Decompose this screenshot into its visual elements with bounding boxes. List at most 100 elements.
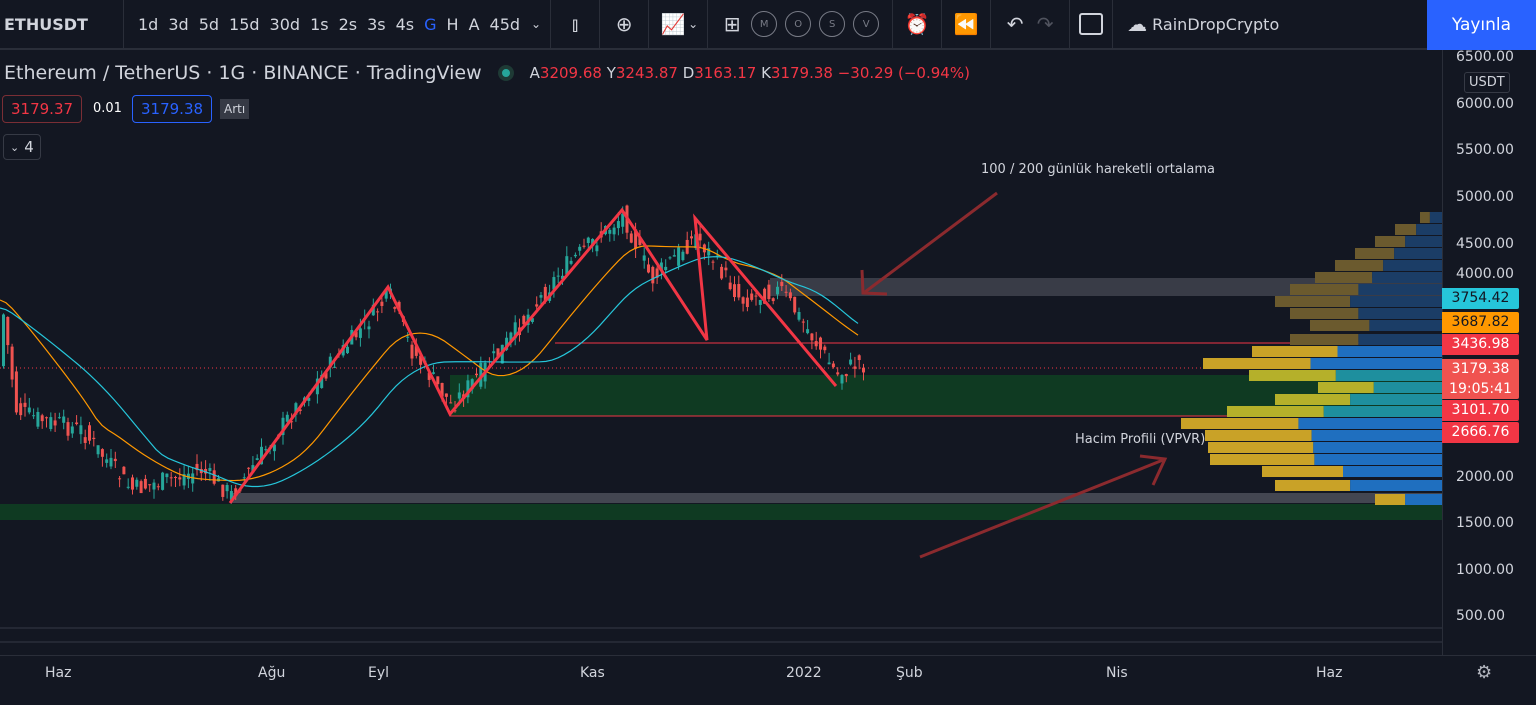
candle-body bbox=[543, 286, 547, 301]
candle-body bbox=[509, 332, 513, 343]
candle-body bbox=[182, 474, 186, 486]
candle-body bbox=[647, 264, 650, 273]
buy-price-button[interactable]: 3179.38 bbox=[132, 95, 213, 123]
candle-body bbox=[298, 409, 302, 411]
interval-H[interactable]: H bbox=[446, 14, 459, 34]
ohlc-values: A3209.68 Y3243.87 D3163.17 K3179.38 −30.… bbox=[529, 64, 970, 82]
candle-body bbox=[750, 293, 754, 300]
vpvr-bar-up bbox=[1420, 212, 1430, 223]
interval-1s[interactable]: 1s bbox=[310, 14, 329, 34]
candle-body bbox=[19, 403, 23, 416]
grid-layout-icon[interactable]: ⊞ bbox=[723, 12, 741, 36]
interval-2s[interactable]: 2s bbox=[338, 14, 358, 34]
price-chart[interactable] bbox=[0, 52, 1442, 655]
candle-body bbox=[745, 297, 749, 308]
compare-button[interactable]: ⊕ bbox=[600, 0, 650, 48]
indicators-button[interactable]: 📈 ⌄ bbox=[649, 0, 709, 48]
candle-body bbox=[578, 246, 582, 251]
candle-body bbox=[208, 468, 212, 472]
price-label: 4500.00 bbox=[1456, 236, 1514, 252]
vpvr-annotation: Hacim Profili (VPVR) bbox=[1075, 432, 1206, 447]
vpvr-bar-down bbox=[1358, 284, 1442, 295]
sell-price-button[interactable]: 3179.37 bbox=[2, 95, 83, 123]
interval-30d[interactable]: 30d bbox=[269, 14, 301, 34]
chart-type-button[interactable]: ⫾ bbox=[551, 0, 601, 48]
candle-body bbox=[376, 311, 380, 313]
interval-A[interactable]: A bbox=[468, 14, 480, 34]
interval-5d[interactable]: 5d bbox=[198, 14, 220, 34]
candle-body bbox=[535, 304, 539, 307]
interval-3s[interactable]: 3s bbox=[367, 14, 386, 34]
price-badge: 3754.42 bbox=[1442, 288, 1519, 309]
layout-M[interactable]: M bbox=[751, 11, 778, 37]
candle-body bbox=[763, 288, 767, 304]
candle-body bbox=[178, 477, 182, 480]
candle-body bbox=[62, 416, 66, 423]
settings-gear-icon[interactable]: ⚙ bbox=[1476, 662, 1493, 683]
candle-body bbox=[10, 346, 14, 380]
candle-body bbox=[797, 312, 801, 320]
interval-45d[interactable]: 45d bbox=[489, 14, 521, 34]
account-button[interactable]: ☁ RainDropCrypto bbox=[1113, 0, 1288, 48]
publish-button[interactable]: Yayınla bbox=[1427, 0, 1536, 50]
layout-V[interactable]: V bbox=[853, 11, 880, 37]
candle-body bbox=[457, 392, 461, 399]
time-axis[interactable] bbox=[0, 655, 1536, 691]
vpvr-bar-up bbox=[1203, 358, 1311, 369]
tooltip: Artı bbox=[220, 99, 250, 119]
candle-body bbox=[100, 449, 104, 457]
time-label: Eyl bbox=[368, 665, 390, 681]
vpvr-bar-down bbox=[1323, 406, 1442, 417]
candle-body bbox=[569, 260, 573, 264]
candle-body bbox=[810, 333, 814, 341]
replay-button[interactable]: ⏪ bbox=[942, 0, 992, 48]
vpvr-bar-down bbox=[1358, 308, 1442, 319]
vpvr-bar-down bbox=[1313, 442, 1442, 453]
undo-icon[interactable]: ↶ bbox=[1006, 12, 1024, 36]
candle-body bbox=[728, 282, 732, 290]
vpvr-bar-down bbox=[1343, 466, 1442, 477]
interval-3d[interactable]: 3d bbox=[168, 14, 189, 34]
chevron-down-icon[interactable]: ⌄ bbox=[531, 17, 542, 31]
candle-body bbox=[23, 402, 27, 407]
indicators-toggle[interactable]: ⌄ 4 bbox=[3, 134, 41, 160]
alert-button[interactable]: ⏰ bbox=[893, 0, 943, 48]
vpvr-bar-up bbox=[1249, 370, 1336, 381]
bottom-gray-zone bbox=[230, 493, 1442, 503]
candle-body bbox=[475, 373, 478, 376]
interval-G[interactable]: G bbox=[424, 14, 437, 34]
interval-4s[interactable]: 4s bbox=[395, 14, 415, 34]
candle-body bbox=[857, 355, 861, 361]
vpvr-bar-down bbox=[1416, 224, 1442, 235]
layout-S[interactable]: S bbox=[819, 11, 846, 37]
candle-body bbox=[690, 236, 693, 239]
interval-1d[interactable]: 1d bbox=[138, 14, 159, 34]
vpvr-bar-down bbox=[1350, 394, 1442, 405]
candles-icon: ⫾ bbox=[571, 12, 579, 36]
vpvr-bar-up bbox=[1310, 320, 1370, 331]
candle-body bbox=[105, 459, 109, 463]
time-label: Haz bbox=[1316, 665, 1343, 681]
candle-body bbox=[161, 472, 165, 490]
interval-15d[interactable]: 15d bbox=[229, 14, 260, 34]
candle-body bbox=[57, 417, 61, 419]
vpvr-bar-up bbox=[1227, 406, 1324, 417]
candle-body bbox=[565, 256, 569, 275]
redo-icon[interactable]: ↷ bbox=[1036, 12, 1054, 36]
symbol-search[interactable]: ETHUSDT bbox=[0, 0, 124, 48]
layout-O[interactable]: O bbox=[785, 11, 812, 37]
time-label: Şub bbox=[896, 665, 923, 681]
fullscreen-button[interactable] bbox=[1070, 0, 1114, 48]
candle-body bbox=[573, 254, 577, 257]
candle-body bbox=[354, 331, 358, 338]
candle-body bbox=[758, 299, 762, 305]
candle-body bbox=[479, 362, 483, 387]
vpvr-bar-down bbox=[1314, 454, 1442, 465]
candle-body bbox=[290, 421, 294, 423]
vpvr-bar-up bbox=[1318, 382, 1374, 393]
currency-label[interactable]: USDT bbox=[1464, 72, 1510, 93]
candle-body bbox=[122, 466, 126, 475]
candle-body bbox=[260, 446, 263, 465]
candle-body bbox=[853, 366, 857, 369]
candle-body bbox=[83, 437, 87, 443]
